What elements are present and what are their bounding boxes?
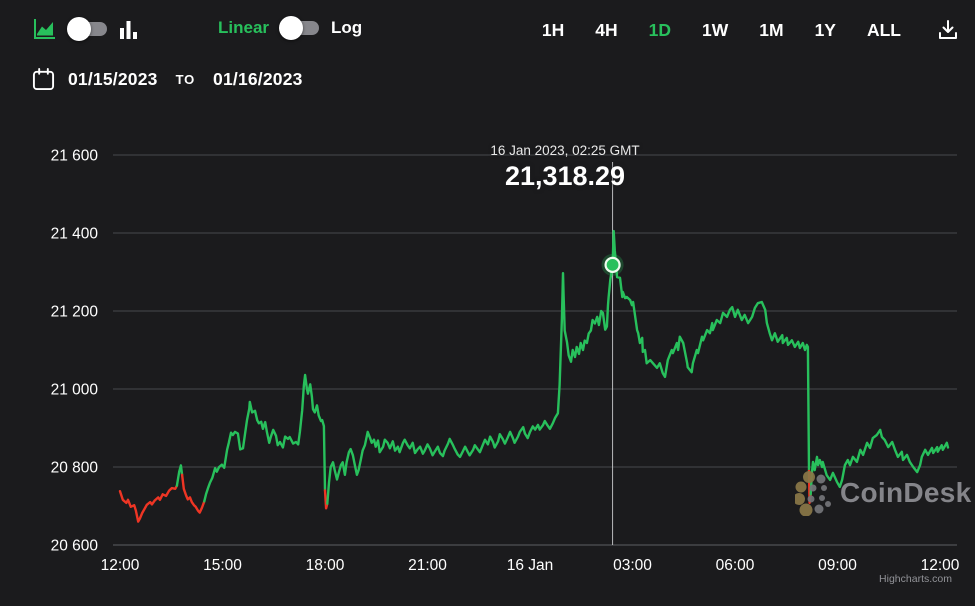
x-axis-label: 06:00: [716, 557, 755, 574]
log-scale-label[interactable]: Log: [331, 18, 363, 37]
area-chart-icon: [34, 19, 55, 39]
x-axis-label: 21:00: [408, 557, 447, 574]
date-separator: TO: [175, 72, 196, 87]
price-line-down-segment: [118, 484, 179, 523]
range-button-1h[interactable]: 1H: [541, 19, 565, 40]
y-axis-label: 21 000: [51, 382, 99, 399]
range-buttons: 1H 4H 1D 1W 1M 1Y ALL: [542, 20, 901, 41]
price-line-up-segment: [809, 428, 950, 496]
date-from[interactable]: 01/15/2023: [68, 69, 158, 89]
y-axis-label: 21 600: [51, 148, 99, 165]
x-axis-label: 03:00: [613, 557, 652, 574]
range-button-1d[interactable]: 1D: [648, 19, 671, 40]
y-axis-label: 21 400: [51, 226, 99, 243]
y-axis-label: 20 600: [51, 538, 99, 555]
chart-type-controls: [33, 17, 137, 41]
coindesk-watermark: CoinDesk: [795, 470, 972, 516]
chart-type-toggle[interactable]: [67, 17, 107, 41]
range-toolbar: 1H 4H 1D 1W 1M 1Y ALL: [542, 19, 959, 41]
linear-scale-label[interactable]: Linear: [218, 18, 270, 37]
y-axis-label: 21 200: [51, 304, 99, 321]
coindesk-logo-icon: [795, 471, 831, 516]
range-button-4h[interactable]: 4H: [595, 19, 618, 40]
download-icon: [939, 20, 957, 39]
x-axis-label: 12:00: [921, 557, 960, 574]
date-range-picker: 01/15/2023 TO 01/16/2023: [32, 68, 303, 91]
range-button-1w[interactable]: 1W: [702, 19, 729, 40]
x-axis-label: 18:00: [306, 557, 345, 574]
highcharts-credit[interactable]: Highcharts.com: [879, 573, 952, 585]
download-button[interactable]: [937, 19, 959, 41]
range-button-1y[interactable]: 1Y: [814, 19, 836, 40]
calendar-icon[interactable]: [32, 68, 55, 91]
price-line-down-segment: [180, 473, 206, 514]
price-line-up-segment: [175, 464, 184, 487]
area-chart-type-button[interactable]: [33, 18, 56, 40]
range-button-all[interactable]: ALL: [866, 19, 901, 40]
selected-point-marker: [604, 256, 621, 273]
range-button-1m[interactable]: 1M: [759, 19, 784, 40]
coindesk-wordmark: CoinDesk: [840, 477, 972, 508]
toggle-knob: [67, 17, 91, 41]
scale-controls: Linear Log: [218, 16, 363, 40]
price-line-down-segment: [323, 489, 329, 510]
tooltip-price: 21,318.29: [504, 161, 626, 191]
bar-chart-icon: [120, 20, 137, 39]
price-line-up-segment: [203, 373, 327, 503]
x-axis-label: 09:00: [818, 557, 857, 574]
price-line-up-segment: [326, 229, 811, 505]
tooltip-datetime: 16 Jan 2023, 02:25 GMT: [490, 143, 640, 158]
date-to[interactable]: 01/16/2023: [213, 69, 303, 89]
bar-chart-type-button[interactable]: [120, 19, 137, 40]
scale-toggle[interactable]: [279, 16, 320, 40]
x-axis-label: 15:00: [203, 557, 242, 574]
x-axis-label: 16 Jan: [507, 557, 554, 574]
toggle-knob: [279, 16, 304, 40]
y-axis-label: 20 800: [51, 460, 99, 477]
x-axis-label: 12:00: [101, 557, 140, 574]
